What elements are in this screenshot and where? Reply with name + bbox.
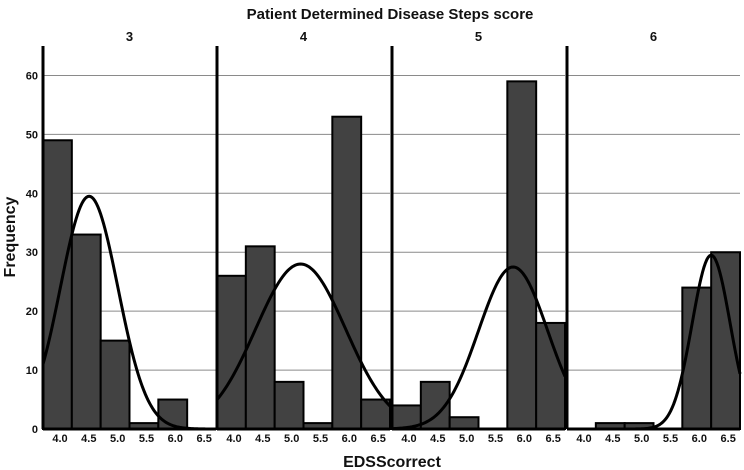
panel-title: 4 [300,29,308,44]
x-tick-label: 5.5 [663,433,678,445]
x-tick-label: 5.5 [488,433,503,445]
x-tick-label: 5.0 [634,433,649,445]
x-tick-label: 5.0 [110,433,125,445]
x-tick-label: 6.5 [721,433,736,445]
bar-5-5.0 [448,416,480,431]
y-tick-label: 50 [26,129,38,141]
panel-5: 5 4.0 4.5 5.0 5.5 6.0 6.5 [390,29,567,445]
bar-5-6.0 [506,80,538,430]
x-tick-label: 6.0 [692,433,707,445]
x-axis-label: EDSScorrect [343,454,441,470]
panel-6: 6 4.0 4.5 5.0 5.5 6.0 6.5 [565,29,742,445]
panel-title: 5 [475,29,482,44]
x-tick-label: 4.0 [52,433,67,445]
bar-4-6.0 [331,115,363,430]
x-tick-label: 6.0 [342,433,357,445]
x-tick-label: 6.5 [371,433,386,445]
bar-3-4.0 [42,139,73,430]
x-tick-label: 5.0 [459,433,474,445]
y-tick-label: 0 [32,424,38,436]
panel-3: 3 4.0 4.5 5.0 5.5 6.0 6.5 [41,29,217,445]
x-tick-label: 5.5 [139,433,154,445]
bar-6-6.5 [710,251,742,430]
chart-title: Patient Determined Disease Steps score [247,6,534,23]
y-tick-label: 20 [26,306,38,318]
bar-3-5.0 [99,339,131,430]
bar-4-6.5 [360,398,391,430]
panel-title: 3 [126,29,133,44]
x-tick-label: 4.0 [401,433,416,445]
x-tick-label: 4.5 [605,433,620,445]
x-tick-label: 6.0 [168,433,183,445]
y-tick-label: 10 [26,365,38,377]
x-tick-label: 6.0 [517,433,532,445]
bar-3-4.5 [70,233,102,430]
y-tick-label: 40 [26,188,38,200]
x-tick-label: 4.0 [226,433,241,445]
x-tick-label: 4.5 [430,433,445,445]
x-tick-label: 5.5 [313,433,328,445]
y-axis-label: Frequency [2,196,19,277]
y-tick-label: 30 [26,247,38,259]
normal-curve-4 [215,262,392,408]
bar-4-5.0 [273,380,305,431]
x-tick-label: 5.0 [284,433,299,445]
panel-4: 4 4.0 4.5 5.0 5.5 6.0 6.5 [215,29,392,445]
x-tick-label: 6.5 [197,433,212,445]
panel-title: 6 [650,29,657,44]
normal-curve-5 [391,265,567,431]
x-tick-label: 4.5 [81,433,96,445]
x-tick-label: 6.5 [546,433,561,445]
x-tick-label: 4.5 [255,433,270,445]
x-tick-label: 4.0 [576,433,591,445]
y-tick-label: 60 [26,70,38,82]
bar-4-4.0 [216,274,247,430]
